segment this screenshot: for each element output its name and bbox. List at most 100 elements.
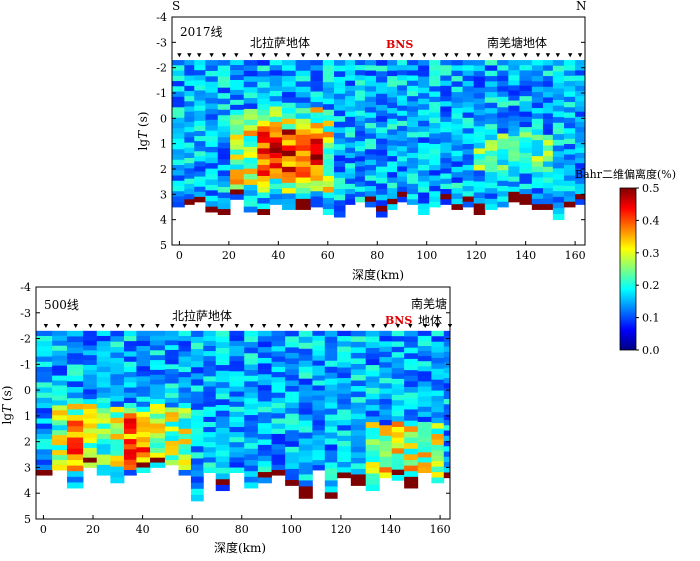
heatmap-cell (563, 154, 576, 161)
station-markers-500 (43, 324, 453, 328)
heatmap-cell (333, 205, 346, 212)
heatmap-cell (150, 360, 166, 366)
heatmap-cell (508, 151, 520, 157)
heatmap-cell (298, 408, 313, 415)
heatmap-cell (481, 407, 493, 412)
heatmap-cell (364, 112, 377, 119)
heatmap-cell (376, 127, 388, 134)
heatmap-cell (350, 408, 367, 415)
heatmap-cell (552, 117, 565, 124)
heatmap-cell (298, 372, 313, 380)
heatmap-cell (484, 92, 498, 98)
heatmap-cell (492, 471, 504, 477)
heatmap-cell (295, 86, 311, 93)
heatmap-cell (203, 447, 217, 453)
heatmap-cell (355, 161, 366, 167)
heatmap-cell (184, 80, 195, 87)
heatmap-cell (217, 76, 231, 83)
heatmap-cell (257, 131, 271, 138)
heatmap-cell (542, 81, 554, 88)
heatmap-cell (172, 144, 185, 150)
heatmap-cell (215, 410, 230, 417)
heatmap-cell (66, 364, 84, 371)
heatmap-cell (324, 348, 338, 356)
heatmap-cell (379, 467, 393, 473)
heatmap-cell (282, 182, 297, 189)
heatmap-cell (429, 133, 441, 140)
heatmap-cell (215, 353, 230, 360)
heatmap-cell (337, 414, 352, 421)
heatmap-cell (295, 70, 311, 77)
heatmap-cell (150, 350, 166, 356)
heatmap-cell (257, 444, 272, 451)
heatmap-cell (324, 462, 338, 469)
heatmap-cell (552, 191, 565, 198)
heatmap-cell (406, 168, 419, 174)
heatmap-cell (124, 341, 137, 347)
heatmap-cell (387, 113, 398, 120)
heatmap-cell (376, 99, 388, 106)
heatmap-cell (194, 75, 206, 81)
colorbar: Bahr二维偏离度(%) 0.00.10.20.30.40.5 (575, 167, 676, 357)
heatmap-cell (497, 128, 509, 134)
heatmap-cell (96, 418, 111, 425)
heatmap-cell (36, 449, 53, 455)
heatmap-cell (387, 60, 398, 66)
station-marker (304, 324, 309, 328)
heatmap-cell (215, 347, 230, 355)
heatmap-cell (404, 358, 419, 365)
heatmap-cell (194, 95, 206, 101)
heatmap-cell (364, 65, 377, 71)
heatmap-cell (150, 374, 166, 381)
heatmap-cell (83, 457, 98, 463)
heatmap-cell (66, 409, 84, 416)
heatmap-cell (431, 444, 445, 451)
heatmap-cell (285, 413, 300, 420)
heatmap-cell (542, 97, 554, 104)
heatmap-cell (83, 452, 98, 459)
heatmap-cell (203, 391, 217, 398)
heatmap-cell (473, 187, 486, 193)
heatmap-cell (110, 336, 125, 343)
heatmap-cell (136, 437, 151, 443)
heatmap-cell (531, 140, 544, 146)
heatmap-cell (484, 97, 498, 104)
heatmap-cell (451, 102, 463, 109)
heatmap-cell (350, 468, 367, 475)
heatmap-cell (271, 408, 286, 414)
heatmap-cell (429, 201, 441, 208)
heatmap-cell (124, 459, 137, 466)
heatmap-cell (451, 198, 463, 205)
heatmap-cell (164, 388, 179, 394)
heatmap-cell (575, 127, 585, 133)
heatmap-cell (443, 414, 450, 421)
heatmap-cell (519, 163, 533, 169)
heatmap-cell (110, 417, 125, 424)
heatmap-cell (190, 361, 204, 368)
heatmap-cell (333, 82, 346, 89)
heatmap-cell (83, 369, 98, 376)
heatmap-cell (391, 405, 405, 412)
heatmap-cell (243, 87, 258, 94)
heatmap-cell (322, 148, 335, 155)
heatmap-cell (164, 349, 179, 356)
heatmap-cell (194, 141, 206, 147)
x-tick-label: 120 (330, 523, 351, 536)
heatmap-cell (379, 456, 393, 463)
corner-label-north: N (576, 0, 587, 13)
heatmap-cell (215, 479, 230, 486)
heatmap-cell (469, 358, 482, 364)
heatmap-cell (36, 366, 53, 373)
heatmap-cell (531, 118, 544, 125)
station-marker (128, 324, 133, 328)
heatmap-cell (150, 394, 166, 400)
heatmap-cell (282, 86, 297, 93)
heatmap-cell (440, 168, 452, 174)
heatmap-cell (481, 452, 493, 457)
heatmap-cell (194, 151, 206, 157)
heatmap-cell (282, 150, 297, 157)
heatmap-cell (497, 102, 509, 108)
heatmap-cell (164, 330, 179, 337)
heatmap-cell (172, 123, 185, 129)
